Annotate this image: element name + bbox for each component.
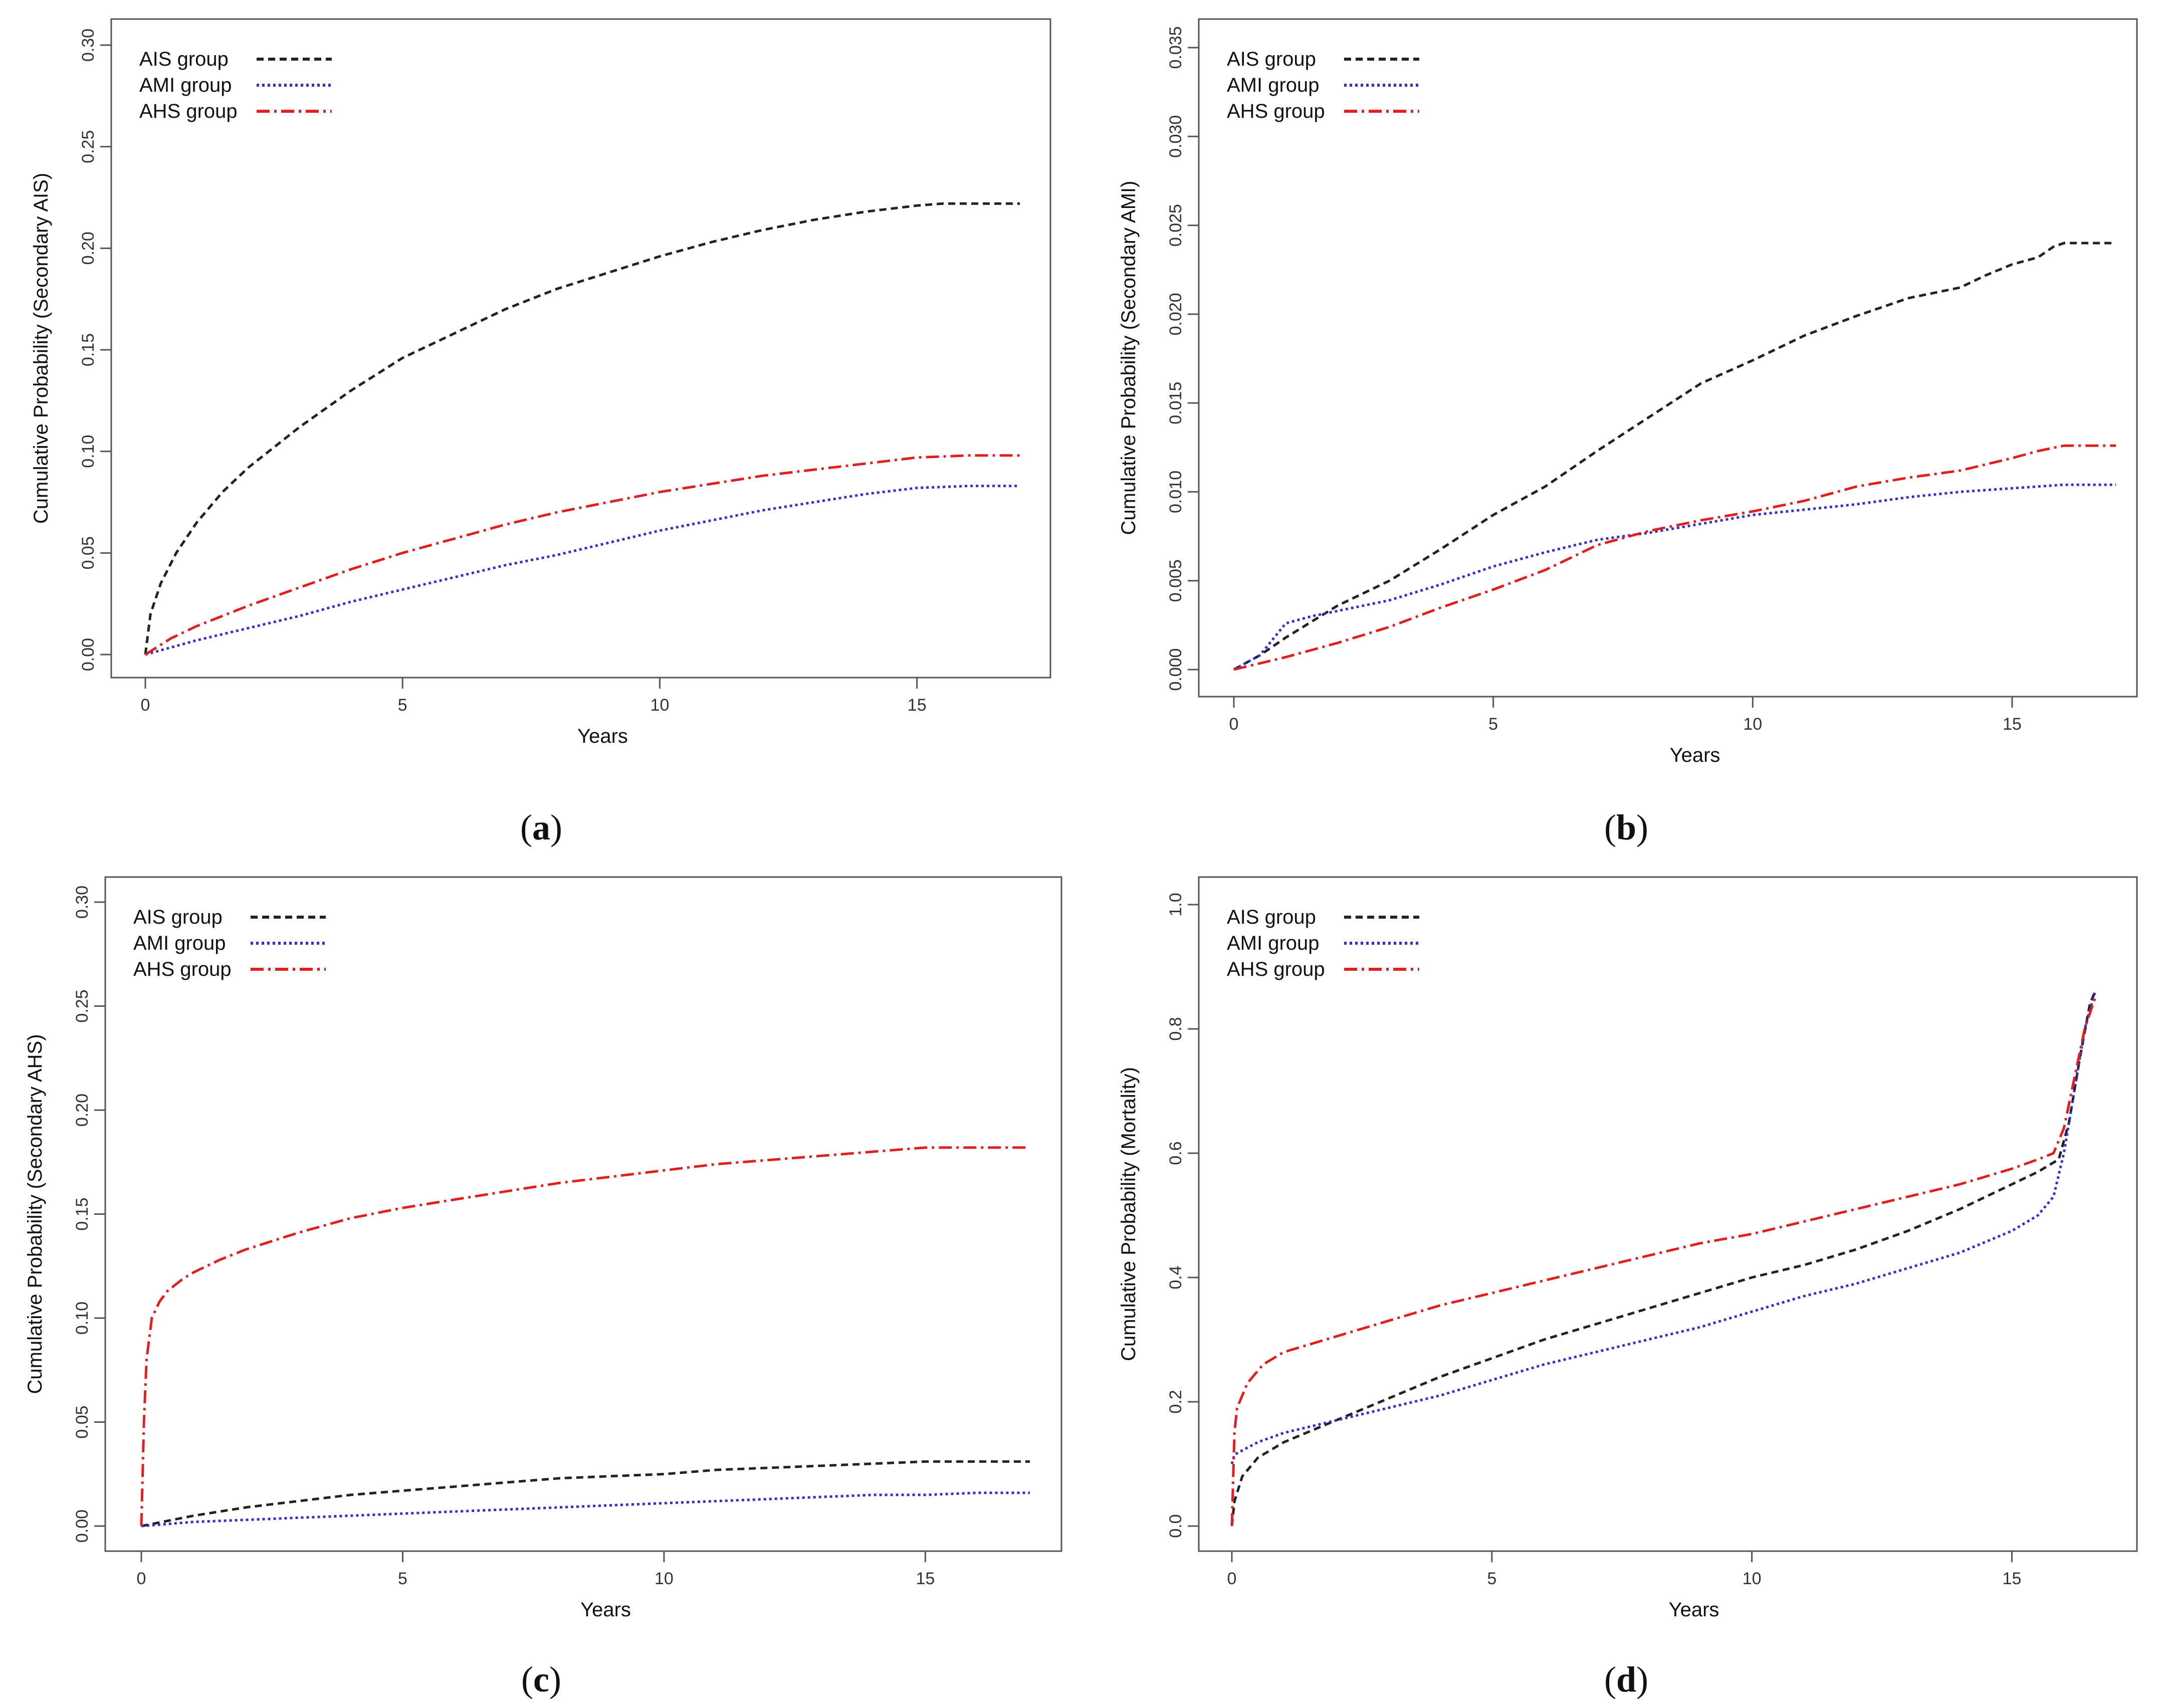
panel-caption: (b) <box>1604 807 1648 847</box>
y-axis-title: Cumulative Probability (Secondary AIS) <box>30 173 52 524</box>
series-line-ahs-group <box>1233 444 2116 671</box>
y-tick-label: 0.0 <box>1166 1514 1185 1538</box>
series-line-ahs-group <box>140 1146 1030 1527</box>
legend-label: AHS group <box>133 958 232 980</box>
y-tick-label: 0.10 <box>73 1302 92 1335</box>
x-axis-title: Years <box>1670 744 1720 766</box>
y-tick-label: 0.020 <box>1166 293 1185 335</box>
y-tick-label: 0.25 <box>73 989 92 1022</box>
x-tick-label: 5 <box>398 1569 407 1588</box>
legend-label: AIS group <box>1227 906 1316 928</box>
x-tick-label: 15 <box>2003 715 2022 734</box>
series-line-ami-group <box>141 1491 1030 1528</box>
x-tick-label: 15 <box>916 1569 935 1588</box>
panel-caption: (c) <box>521 1659 561 1699</box>
series-line-ais-group <box>1230 991 2096 1527</box>
legend-label: AMI group <box>139 74 232 96</box>
y-tick-label: 0.2 <box>1166 1390 1185 1413</box>
y-tick-label: 0.015 <box>1166 382 1185 424</box>
x-tick-label: 5 <box>398 696 407 715</box>
y-tick-label: 1.0 <box>1166 893 1185 916</box>
x-tick-label: 0 <box>141 696 150 715</box>
x-axis-title: Years <box>1669 1599 1719 1621</box>
legend-label: AHS group <box>1227 958 1325 980</box>
y-tick-label: 0.010 <box>1166 471 1185 513</box>
y-tick-label: 0.4 <box>1166 1265 1185 1289</box>
y-tick-label: 0.30 <box>73 886 92 919</box>
series-line-ais-group <box>144 202 1020 655</box>
series-line-ami-group <box>1233 483 2116 671</box>
y-tick-label: 0.025 <box>1166 204 1185 247</box>
series-line-ami-group <box>145 485 1020 656</box>
y-axis-title: Cumulative Probability (Mortality) <box>1118 1067 1140 1361</box>
series-line-ahs-group <box>144 454 1020 656</box>
legend-label: AIS group <box>133 906 223 928</box>
x-tick-label: 10 <box>655 1569 674 1588</box>
x-axis-title: Years <box>580 1599 631 1621</box>
y-tick-label: 0.15 <box>73 1197 92 1230</box>
chart-panel-a: 0 5 10 15 0.00 0.05 0.10 0.15 0.20 0.25 0.30 Years C… <box>30 18 1051 847</box>
legend-label: AMI group <box>1227 74 1320 96</box>
y-axis-title: Cumulative Probability (Secondary AHS) <box>24 1034 46 1394</box>
chart-panel-d: 0 5 10 15 0.0 0.2 0.4 0.6 0.8 1.0 Years Cumulative … <box>1118 876 2138 1699</box>
y-tick-label: 0.30 <box>79 29 98 62</box>
plot-frame <box>104 876 1062 1552</box>
x-axis-title: Years <box>577 725 628 747</box>
y-tick-label: 0.00 <box>73 1510 92 1543</box>
y-tick-label: 0.05 <box>79 536 98 569</box>
legend-label: AMI group <box>1227 932 1320 954</box>
series-line-ami-group <box>1230 991 2096 1464</box>
series-line-ahs-group <box>1230 997 2096 1527</box>
y-tick-label: 0.20 <box>79 232 98 265</box>
y-tick-label: 0.8 <box>1166 1017 1185 1040</box>
legend-label: AIS group <box>1227 48 1316 70</box>
series-line-ais-group <box>141 1460 1030 1528</box>
legend: AIS group AMI group AHS group <box>1227 48 1419 122</box>
y-axis-title: Cumulative Probability (Secondary AMI) <box>1118 181 1140 535</box>
chart-panel-b: 0 5 10 15 0.000 0.005 0.010 0.015 0.020 0.025 0.03… <box>1118 18 2138 847</box>
x-tick-label: 0 <box>1227 1569 1237 1588</box>
panel-caption: (d) <box>1604 1659 1648 1699</box>
y-tick-label: 0.035 <box>1166 26 1185 69</box>
plot-frame <box>110 18 1051 679</box>
y-tick-label: 0.030 <box>1166 115 1185 158</box>
y-tick-label: 0.005 <box>1166 559 1185 602</box>
x-tick-label: 10 <box>1743 1569 1762 1588</box>
x-tick-label: 5 <box>1488 715 1498 734</box>
series-line-ais-group <box>1233 242 2116 671</box>
y-tick-label: 0.20 <box>73 1094 92 1127</box>
legend-label: AMI group <box>133 932 226 954</box>
y-tick-label: 0.10 <box>79 435 98 468</box>
y-tick-label: 0.05 <box>73 1405 92 1438</box>
plot-frame <box>1198 18 2138 698</box>
legend: AIS group AMI group AHS group <box>139 48 332 122</box>
legend-label: AIS group <box>139 48 229 70</box>
legend: AIS group AMI group AHS group <box>1227 906 1419 980</box>
x-tick-label: 10 <box>651 696 670 715</box>
y-tick-label: 0.15 <box>79 333 98 366</box>
panel-caption: (a) <box>520 807 562 847</box>
plot-frame <box>1198 876 2138 1552</box>
chart-panel-c: 0 5 10 15 0.00 0.05 0.10 0.15 0.20 0.25 0.30 Years C… <box>24 876 1062 1699</box>
legend-label: AHS group <box>139 100 238 122</box>
legend-label: AHS group <box>1227 100 1325 122</box>
legend: AIS group AMI group AHS group <box>133 906 326 980</box>
x-tick-label: 0 <box>1229 715 1239 734</box>
x-tick-label: 15 <box>2003 1569 2022 1588</box>
x-tick-label: 5 <box>1487 1569 1496 1588</box>
y-tick-label: 0.6 <box>1166 1141 1185 1165</box>
y-tick-label: 0.00 <box>79 638 98 671</box>
y-tick-label: 0.000 <box>1166 648 1185 691</box>
x-tick-label: 0 <box>137 1569 146 1588</box>
x-tick-label: 10 <box>1743 715 1762 734</box>
y-tick-label: 0.25 <box>79 130 98 163</box>
x-tick-label: 15 <box>908 696 927 715</box>
